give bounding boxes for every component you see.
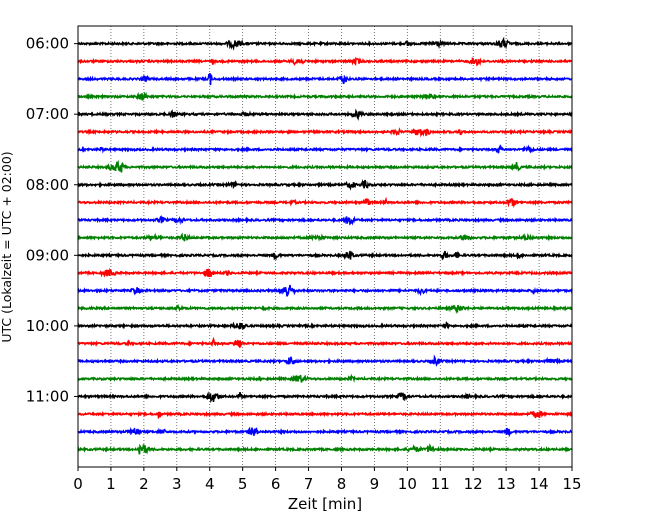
x-tick-label: 13 — [497, 475, 516, 493]
x-tick-label: 1 — [106, 475, 116, 493]
trace-line — [77, 391, 573, 404]
trace-line — [77, 443, 573, 455]
trace-line — [77, 73, 573, 86]
trace-line — [77, 426, 573, 438]
x-tick-label: 14 — [530, 475, 549, 493]
trace-line — [77, 410, 573, 420]
x-tick-label: 10 — [398, 475, 417, 493]
x-tick-label: 11 — [431, 475, 450, 493]
trace-line — [77, 354, 573, 367]
x-tick-label: 7 — [304, 475, 314, 493]
trace-line — [77, 373, 573, 383]
trace-line — [77, 91, 573, 101]
trace-line — [77, 179, 573, 191]
trace-line — [77, 127, 573, 138]
x-tick-label: 9 — [370, 475, 380, 493]
trace-line — [77, 108, 573, 121]
trace-line — [77, 267, 573, 278]
x-tick-label: 4 — [205, 475, 215, 493]
y-axis-ticks: 06:00 07:00 08:00 09:00 10:00 11:00 — [26, 35, 78, 405]
x-tick-label: 8 — [337, 475, 347, 493]
x-axis-ticks: 0 1 2 3 4 5 6 7 8 9 10 11 12 13 14 15 — [73, 467, 582, 493]
trace-line — [77, 215, 573, 226]
trace-line — [77, 250, 573, 261]
y-tick-label: 10:00 — [26, 317, 69, 335]
x-tick-label: 12 — [464, 475, 483, 493]
y-tick-label: 07:00 — [26, 105, 69, 123]
x-tick-label: 15 — [562, 475, 581, 493]
trace-line — [77, 303, 573, 314]
y-tick-label: 06:00 — [26, 35, 69, 53]
x-tick-label: 3 — [172, 475, 182, 493]
trace-line — [77, 36, 573, 51]
trace-line — [77, 56, 573, 67]
plot-frame — [77, 25, 573, 468]
trace-line — [77, 159, 573, 173]
grid-lines — [110, 26, 540, 467]
y-axis-label: UTC (Lokalzeit = UTC + 02:00) — [0, 151, 14, 342]
x-tick-label: 5 — [238, 475, 248, 493]
trace-line — [77, 232, 573, 242]
y-tick-label: 11:00 — [26, 387, 69, 405]
y-tick-label: 09:00 — [26, 246, 69, 264]
seismic-traces — [77, 36, 573, 455]
x-tick-label: 0 — [73, 475, 83, 493]
x-axis-label: Zeit [min] — [288, 495, 362, 513]
trace-line — [77, 321, 573, 331]
x-tick-label: 6 — [271, 475, 281, 493]
x-tick-label: 2 — [139, 475, 149, 493]
y-tick-label: 08:00 — [26, 176, 69, 194]
trace-line — [77, 336, 573, 349]
trace-line — [77, 144, 573, 154]
trace-line — [77, 284, 573, 297]
trace-line — [77, 196, 573, 209]
